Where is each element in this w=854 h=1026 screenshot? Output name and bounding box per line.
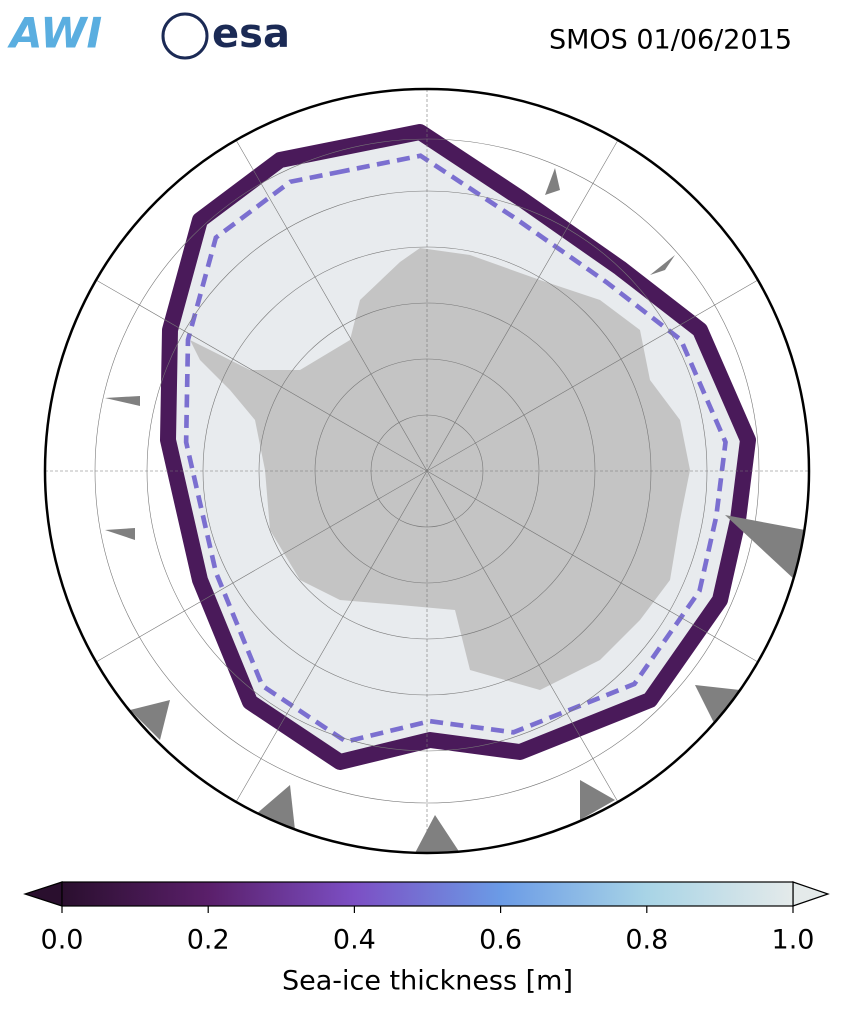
- tick-label: 0.4: [333, 925, 376, 956]
- colorbar-label: Sea-ice thickness [m]: [282, 966, 573, 997]
- esa-emblem: [161, 12, 209, 60]
- title: SMOS 01/06/2015: [549, 25, 792, 56]
- tick-label: 1.0: [772, 925, 815, 956]
- tick-label: 0.8: [625, 925, 668, 956]
- colorbar: 0.0 0.2 0.4 0.6 0.8 1.0 Sea-ice thickness [m]: [23, 881, 830, 997]
- graticule: [45, 89, 809, 853]
- colorbar-over: [792, 881, 830, 907]
- map-frame: [43, 87, 811, 855]
- tick-label: 0.6: [479, 925, 522, 956]
- colorbar-under: [23, 881, 63, 907]
- masked-regions: [105, 168, 805, 853]
- awi-logo: AWI: [7, 9, 102, 58]
- antarctica: [190, 248, 690, 690]
- tick-label: 0.0: [41, 925, 84, 956]
- tick-label: 0.2: [187, 925, 230, 956]
- colorbar-scale: [61, 881, 794, 907]
- sea-ice-edge: [183, 153, 728, 745]
- map: [45, 89, 809, 853]
- esa-logo: esa: [212, 11, 290, 57]
